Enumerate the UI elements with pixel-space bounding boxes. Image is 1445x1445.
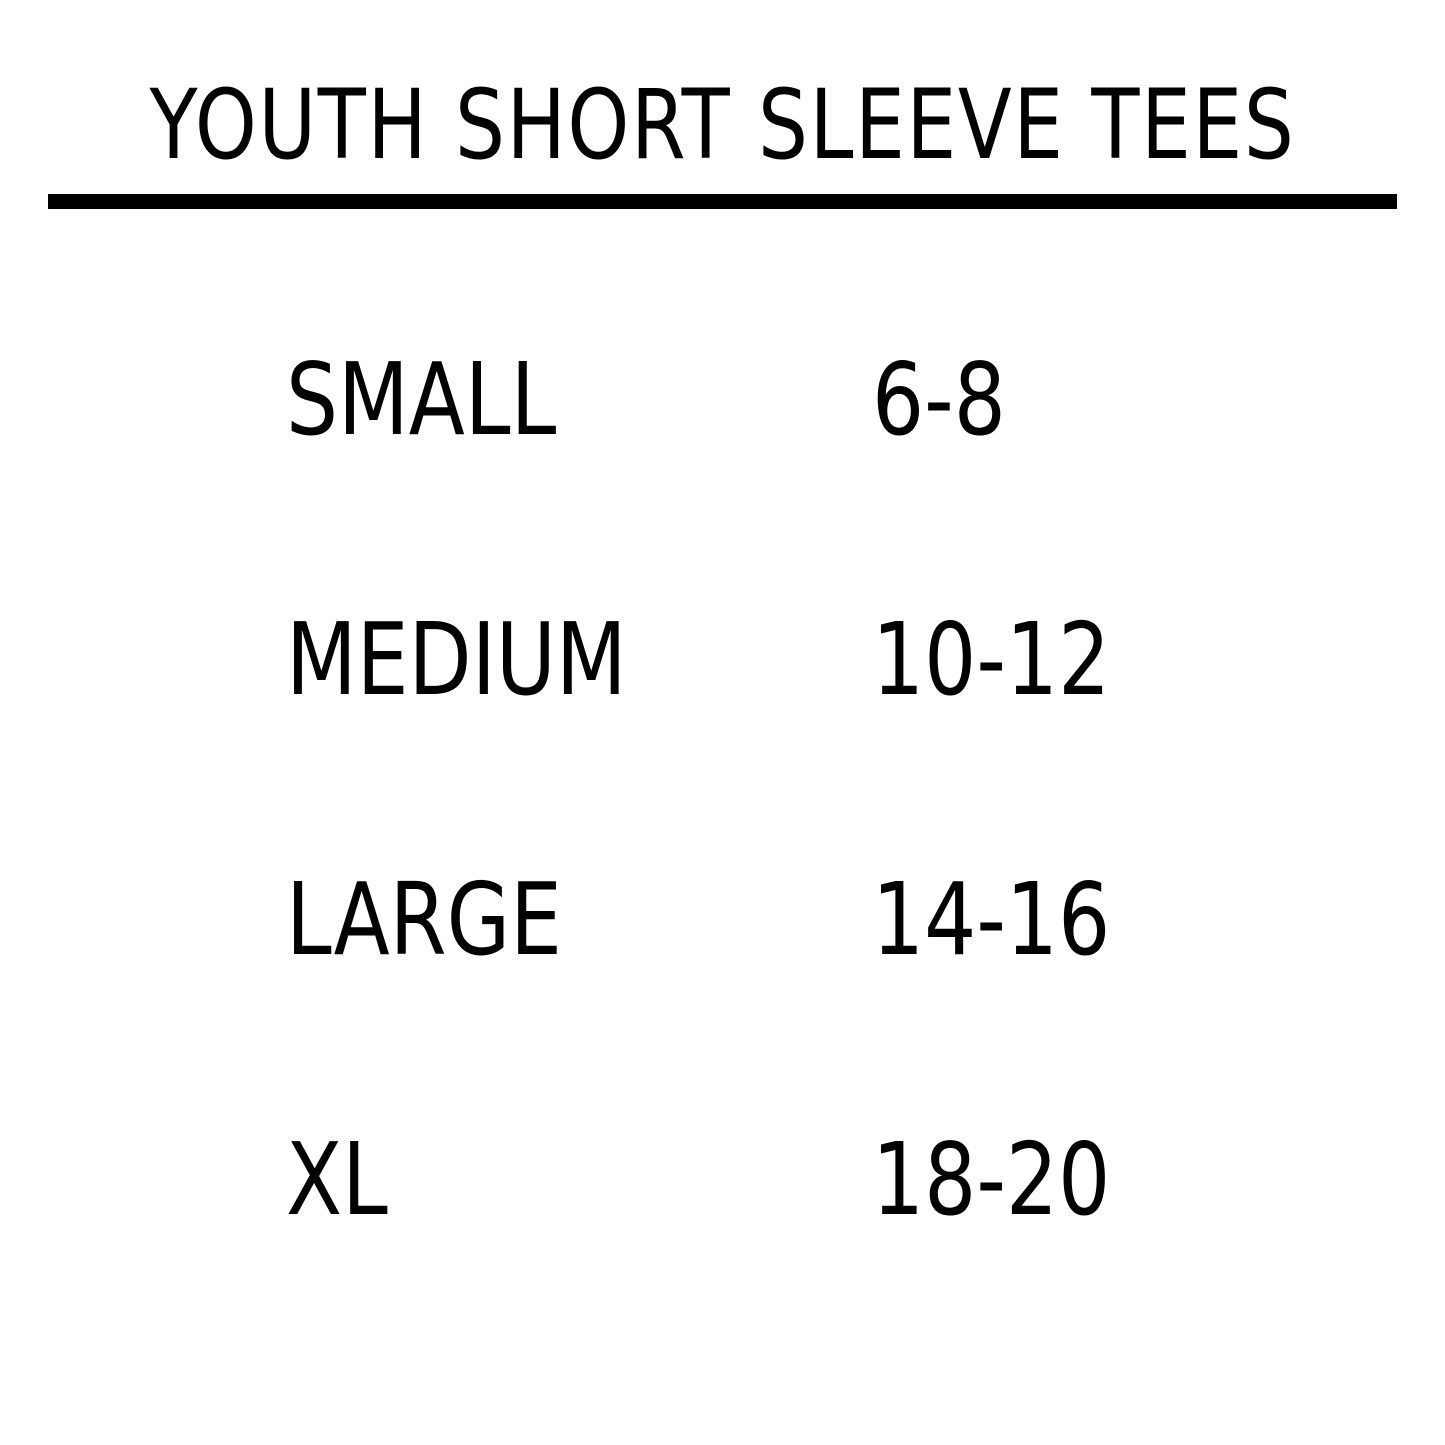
size-name: SMALL: [286, 341, 557, 458]
age-range: 6-8: [872, 341, 1006, 458]
age-range: 18-20: [872, 1121, 1111, 1238]
size-name: MEDIUM: [286, 601, 627, 718]
title-rule: [48, 194, 1397, 209]
age-range: 14-16: [872, 861, 1111, 978]
age-range: 10-12: [872, 601, 1111, 718]
title: YOUTH SHORT SLEEVE TEES: [149, 69, 1296, 181]
size-name: XL: [286, 1121, 388, 1238]
size-name: LARGE: [286, 861, 562, 978]
